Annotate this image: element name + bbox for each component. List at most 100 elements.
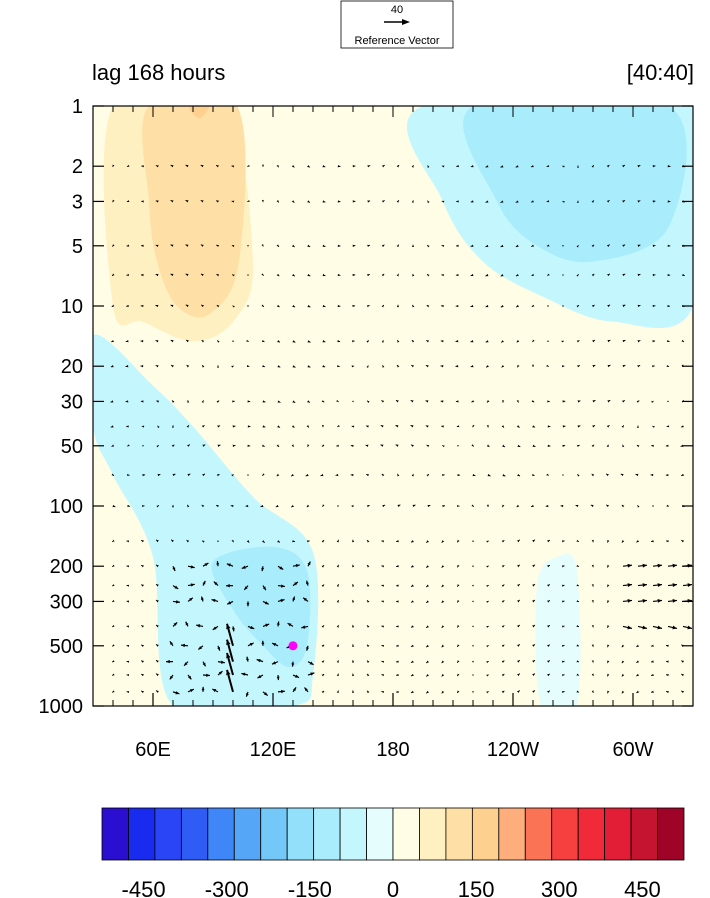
wind-vector [485,365,489,368]
wind-vector [622,399,626,403]
wind-vector [441,200,445,203]
wind-vector [546,364,549,367]
wind-vector [470,365,474,368]
wind-vector [187,597,194,602]
wind-vector [126,674,130,677]
wind-vector [517,583,521,587]
wind-vector [681,539,685,543]
wind-vector [337,273,341,277]
wind-vector [245,691,249,697]
wind-vector [456,564,460,568]
wind-vector [636,400,640,403]
wind-vector [336,644,339,647]
wind-vector [352,340,355,343]
wind-vector [591,539,594,543]
wind-vector [411,164,414,168]
wind-vector [425,660,429,664]
wind-vector [231,474,235,477]
wind-vector [170,339,174,343]
wind-vector [532,673,536,677]
wind-vector [411,473,414,477]
wind-vector [226,563,234,567]
wind-vector [650,540,654,543]
wind-vector [142,445,144,447]
wind-vector [321,539,325,543]
wind-vector [637,165,641,168]
wind-vector [200,304,204,308]
wind-vector [501,539,505,543]
wind-vector [322,200,326,203]
wind-vector [532,444,536,447]
wind-vector [607,600,610,603]
wind-vector [305,473,309,477]
wind-vector [396,164,400,168]
wind-vector [141,200,144,203]
wind-vector [485,340,489,343]
wind-vector [111,599,115,603]
wind-vector [410,690,414,694]
wind-vector [307,244,311,248]
wind-vector [172,621,178,627]
wind-vector [441,165,445,168]
wind-vector [591,200,595,203]
wind-vector [336,624,339,628]
wind-vector [365,425,369,428]
wind-vector [155,624,159,628]
wind-vector [530,200,534,203]
wind-vector [486,691,489,694]
wind-vector [577,474,580,477]
wind-vector [352,584,355,587]
wind-vector [277,365,281,368]
wind-vector [515,200,519,203]
wind-vector [271,661,279,665]
wind-vector [576,539,580,542]
wind-vector [547,305,549,307]
wind-vector [277,340,281,343]
wind-vector [562,245,564,247]
wind-vector [665,660,669,663]
wind-vector [621,540,625,543]
wind-vector [485,200,489,203]
wind-vector [470,244,474,247]
y-tick-label: 300 [50,591,83,613]
wind-vector [157,425,160,429]
wind-vectors [110,164,693,697]
wind-vector [425,425,429,428]
colorbar-swatch [577,807,606,861]
wind-vector [396,644,399,647]
wind-vector [591,273,595,277]
wind-vector [547,273,550,276]
wind-vector [337,340,341,343]
wind-vector [351,425,355,428]
wind-vector [277,400,281,403]
wind-vector [350,473,354,477]
wind-vector [561,600,565,603]
colorbar-swatch [286,807,315,861]
wind-vector [321,400,325,403]
wind-vector [637,340,641,343]
wind-vector [517,564,521,568]
wind-vector [277,584,285,588]
wind-vector [246,656,250,662]
wind-vector [547,425,551,428]
wind-vector [606,504,609,508]
wind-vector [426,473,430,477]
wind-vector [516,304,519,308]
wind-vector [322,504,325,508]
wind-vector [547,673,551,677]
wind-vector [337,244,341,247]
wind-vector [485,304,489,308]
wind-vector [352,273,356,277]
wind-vector [410,644,414,648]
wind-vector [576,600,580,603]
wind-vector [456,425,460,428]
wind-vector [561,365,565,368]
wind-vector [381,691,385,694]
wind-vector [592,364,596,368]
wind-vector [410,399,414,403]
wind-vector [142,473,146,477]
y-tick-label: 20 [61,356,83,378]
wind-vector [276,473,280,477]
wind-vector [307,444,310,448]
wind-vector [456,200,459,203]
